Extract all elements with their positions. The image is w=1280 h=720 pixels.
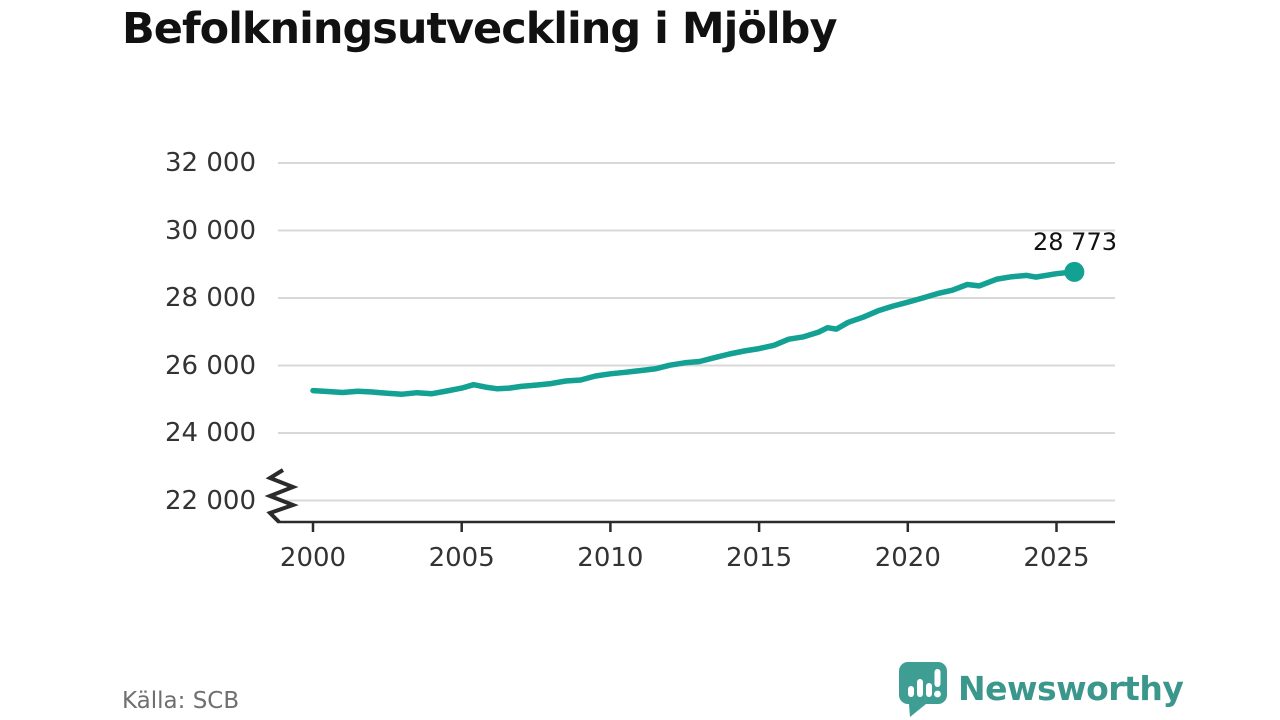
y-tick-label: 30 000 xyxy=(165,215,256,246)
last-value-label: 28 773 xyxy=(1033,228,1117,256)
brand-logo: Newsworthy xyxy=(898,662,1184,717)
x-tick-label: 2000 xyxy=(279,543,347,573)
y-tick-label: 26 000 xyxy=(165,350,256,381)
x-tick-label: 2015 xyxy=(726,543,793,573)
chart-title: Befolkningsutveckling i Mjölby xyxy=(122,4,837,54)
y-tick-label: 28 000 xyxy=(165,283,256,313)
brand-name: Newsworthy xyxy=(958,669,1184,708)
y-tick-label: 32 000 xyxy=(165,148,256,178)
population-line xyxy=(310,269,1078,397)
x-tick-label: 2005 xyxy=(428,543,495,573)
axis-break-icon xyxy=(264,468,299,524)
x-tick-label: 2020 xyxy=(874,543,941,573)
source-note: Källa: SCB xyxy=(122,688,240,714)
y-tick-label: 24 000 xyxy=(165,418,256,448)
y-tick-label: 22 000 xyxy=(165,485,256,516)
newsworthy-logo-icon xyxy=(899,662,947,717)
x-tick-label: 2025 xyxy=(1023,543,1090,573)
x-tick-label: 2010 xyxy=(577,543,644,573)
end-point-marker xyxy=(1064,261,1085,282)
